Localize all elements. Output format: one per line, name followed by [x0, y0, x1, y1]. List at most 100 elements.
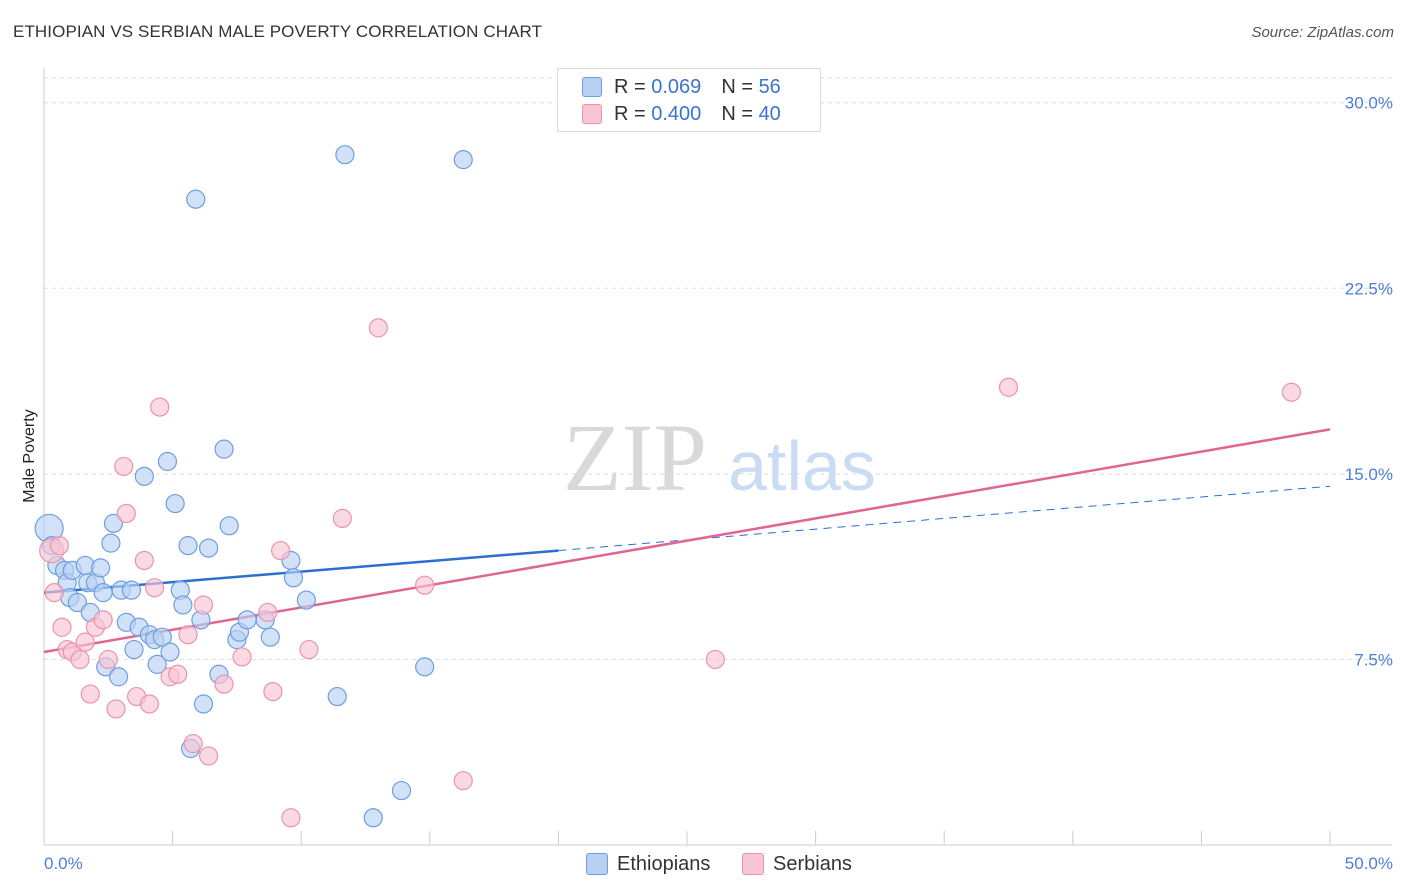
tick-labels: 7.5% 15.0% 22.5% 30.0% 0.0% 50.0% [44, 94, 1393, 873]
y-tick-label: 22.5% [1345, 279, 1393, 298]
ethiopians-point [327, 686, 347, 707]
serbians-point [258, 602, 278, 623]
serbians-point [214, 674, 234, 694]
ethiopians-point [134, 466, 154, 486]
legend-label: Ethiopians [617, 852, 711, 875]
serbians-point [232, 647, 252, 667]
ethiopians-point [101, 533, 121, 553]
serbians-point [332, 508, 352, 529]
y-axis-title: Male Poverty [21, 409, 38, 502]
serbians-point [368, 318, 388, 338]
ethiopians-point [90, 558, 111, 578]
ethiopians-point [173, 595, 193, 615]
r-label: R = [614, 102, 652, 125]
chart-title: ETHIOPIAN VS SERBIAN MALE POVERTY CORREL… [13, 22, 543, 41]
watermark-atlas: atlas [728, 427, 876, 505]
serbians-point [998, 377, 1019, 397]
ethiopians-point [103, 513, 124, 533]
ethiopians-point [67, 592, 88, 613]
ethiopians-point [363, 808, 383, 828]
serbians-point [415, 575, 435, 595]
stats-legend-row-serbians: R = 0.400 N = 40 [582, 102, 781, 126]
serbians-point [453, 771, 473, 791]
serbians-point [44, 583, 64, 603]
serbians-point [116, 503, 136, 524]
serbians-point [299, 639, 319, 660]
serbians-point [52, 617, 72, 637]
serbians-point [139, 694, 160, 714]
ethiopians-legend-swatch [586, 853, 608, 875]
serbians-legend-swatch [742, 853, 764, 875]
legend-item-serbians: Serbians [742, 852, 852, 876]
serbians-point [114, 456, 134, 477]
ethiopians-point [124, 639, 144, 660]
ethiopians-point [165, 493, 185, 514]
n-value: 40 [758, 102, 781, 125]
serbians-point [98, 649, 118, 670]
r-label: R = [614, 75, 652, 98]
ethiopians-point [152, 627, 172, 647]
ethiopians-point [93, 583, 113, 603]
serbians-point [75, 632, 95, 652]
ethiopians-point [391, 780, 412, 801]
ethiopians-point [108, 667, 129, 687]
data-points [34, 145, 1302, 828]
ethiopians-point [157, 451, 178, 472]
n-label: N = [721, 102, 759, 125]
ethiopians-point [335, 145, 355, 165]
ethiopians-point [193, 694, 214, 714]
y-tick-label: 30.0% [1345, 94, 1393, 113]
serbians-point [70, 649, 90, 670]
serbians-point [134, 550, 154, 571]
serbians-point [199, 746, 219, 766]
legend-item-ethiopians: Ethiopians [586, 852, 710, 876]
n-value: 56 [758, 75, 781, 98]
serbians-point [150, 397, 170, 417]
serbians-point [263, 681, 283, 702]
ethiopians-point [415, 657, 435, 677]
source-label: Source: ZipAtlas.com [1251, 24, 1394, 41]
y-tick-label: 15.0% [1345, 465, 1393, 484]
ethiopians-point [121, 580, 142, 600]
serbians-point [271, 540, 291, 561]
x-tick-label: 0.0% [44, 854, 83, 873]
ethiopians-point [260, 627, 280, 647]
x-tick-label: 50.0% [1345, 854, 1393, 873]
serbians-point [178, 625, 198, 645]
ethiopians-point [160, 642, 180, 662]
ethiopians-point [453, 150, 473, 170]
ethiopians-swatch [582, 77, 602, 97]
y-tick-label: 7.5% [1354, 650, 1393, 669]
serbians-point [705, 649, 725, 670]
serbians-point [80, 684, 100, 704]
serbians-point [93, 610, 113, 630]
watermark: ZIP atlas [563, 404, 876, 511]
r-value: 0.400 [651, 102, 702, 125]
stats-legend: R = 0.069 N = 56 R = 0.400 N = 40 [557, 68, 821, 132]
serbians-swatch [582, 104, 602, 124]
gridlines [44, 77, 1392, 660]
ethiopians-point [147, 654, 167, 674]
serbians-point [193, 595, 214, 615]
serbians-point [168, 664, 188, 684]
ethiopians-point [178, 536, 198, 556]
serbians-point [49, 536, 70, 556]
serbians-point [281, 808, 301, 828]
ethiopians-point [214, 439, 234, 459]
serbians-point [144, 578, 165, 598]
legend-label: Serbians [773, 852, 852, 875]
axes [43, 68, 1392, 846]
ethiopians-point [199, 538, 219, 558]
ethiopians-point [219, 516, 239, 536]
stats-legend-row-ethiopians: R = 0.069 N = 56 [582, 75, 781, 99]
watermark-zip: ZIP [563, 404, 707, 511]
serbians-point [1281, 382, 1302, 402]
r-value: 0.069 [651, 75, 702, 98]
serbians-point [183, 733, 203, 754]
ethiopians-point [237, 610, 257, 630]
serbians-point [106, 699, 126, 719]
ethiopians-point [186, 189, 206, 209]
n-label: N = [721, 75, 759, 98]
ethiopians-point [296, 590, 316, 610]
